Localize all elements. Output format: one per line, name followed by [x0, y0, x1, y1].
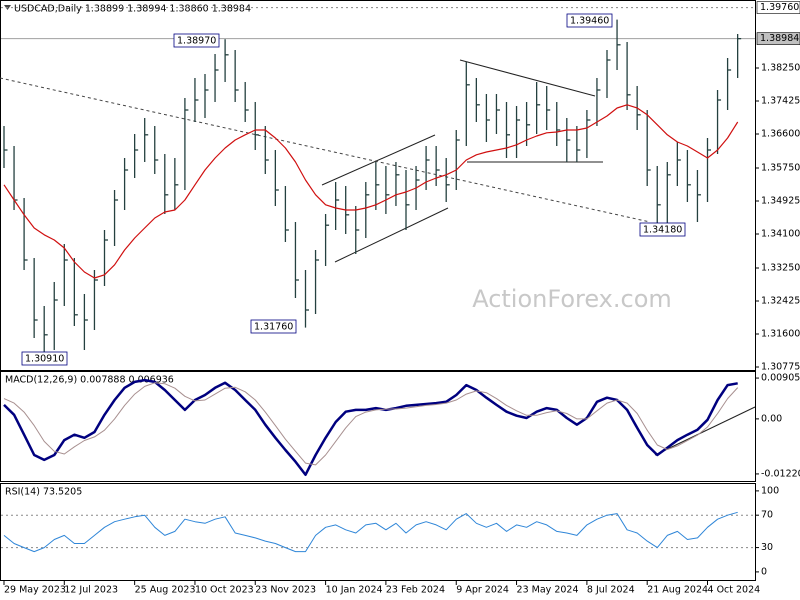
y-tick-label: 1.35750	[761, 163, 800, 174]
y-tick-label: 0.009055	[761, 373, 800, 384]
annotation-label: 1.30910	[25, 354, 64, 365]
x-tick-label: 10 Oct 2023	[195, 585, 254, 596]
annotation-label: 1.39460	[570, 16, 609, 27]
price-title: USDCAD,Daily 1.38899 1.38994 1.38860 1.3…	[14, 4, 251, 15]
x-tick-label: 23 Feb 2024	[386, 585, 445, 596]
y-tick-label: 1.30775	[761, 362, 800, 373]
y-tick-label: 1.36600	[761, 129, 800, 140]
y-tick-label: 70	[761, 510, 773, 521]
annotation-box	[566, 13, 613, 28]
series-line	[3, 104, 739, 279]
y-tick-label: 1.34925	[761, 196, 800, 207]
x-tick-label: 25 Aug 2023	[135, 585, 196, 596]
level-label: 1.38984	[760, 33, 799, 44]
price-panel	[0, 0, 756, 371]
y-tick-label: 0	[761, 566, 767, 577]
x-tick-label: 12 Jul 2023	[64, 585, 118, 596]
y-tick-label: 1.34100	[761, 229, 800, 240]
y-tick-label: 1.37425	[761, 96, 800, 107]
macd-title: MACD(12,26,9) 0.007888 0.006936	[5, 375, 174, 386]
y-tick-label: 0.00	[761, 413, 782, 424]
x-tick-label: 23 Nov 2023	[255, 585, 316, 596]
y-tick-label: 1.38250	[761, 63, 800, 74]
trend-lines	[0, 59, 756, 456]
y-tick-label: 1.33250	[761, 263, 800, 274]
watermark: ActionForex.com	[472, 285, 672, 313]
y-tick-label: -0.012209	[761, 468, 800, 479]
macd-trendline	[654, 406, 756, 456]
level-label-bg	[756, 32, 800, 45]
series-line	[3, 378, 738, 477]
annotation-label: 1.34180	[643, 225, 682, 236]
annotation-box	[250, 319, 297, 334]
y-tick-label: 100	[761, 485, 779, 496]
channel-lower	[334, 207, 449, 263]
annotation-label: 1.38970	[177, 36, 216, 47]
annotation-label: 1.31760	[254, 322, 293, 333]
x-tick-label: 4 Oct 2024	[708, 585, 761, 596]
annotation-box	[173, 33, 220, 48]
y-tick-label: 1.31600	[761, 329, 800, 340]
y-tick-label: 30	[761, 542, 773, 553]
annotation-box	[639, 222, 686, 237]
channel-upper	[321, 134, 436, 186]
long-trendline	[0, 77, 651, 223]
y-tick-label: 1.32425	[761, 296, 800, 307]
frames	[0, 0, 756, 581]
macd-panel	[0, 371, 756, 482]
rsi-title: RSI(14) 73.5205	[5, 487, 82, 498]
x-tick-label: 9 Apr 2024	[456, 585, 509, 596]
x-tick-label: 23 May 2024	[517, 585, 579, 596]
annotation-box	[21, 351, 68, 366]
level-label-bg	[756, 1, 800, 14]
series-line	[3, 511, 738, 553]
triangle-upper	[459, 59, 596, 97]
x-tick-label: 8 Jul 2024	[587, 585, 635, 596]
rsi-panel	[0, 483, 756, 581]
level-label: 1.39760	[760, 2, 799, 13]
x-tick-label: 21 Aug 2024	[647, 585, 708, 596]
series-line	[3, 382, 739, 466]
x-tick-label: 29 May 2023	[4, 585, 66, 596]
x-tick-label: 10 Jan 2024	[326, 585, 383, 596]
